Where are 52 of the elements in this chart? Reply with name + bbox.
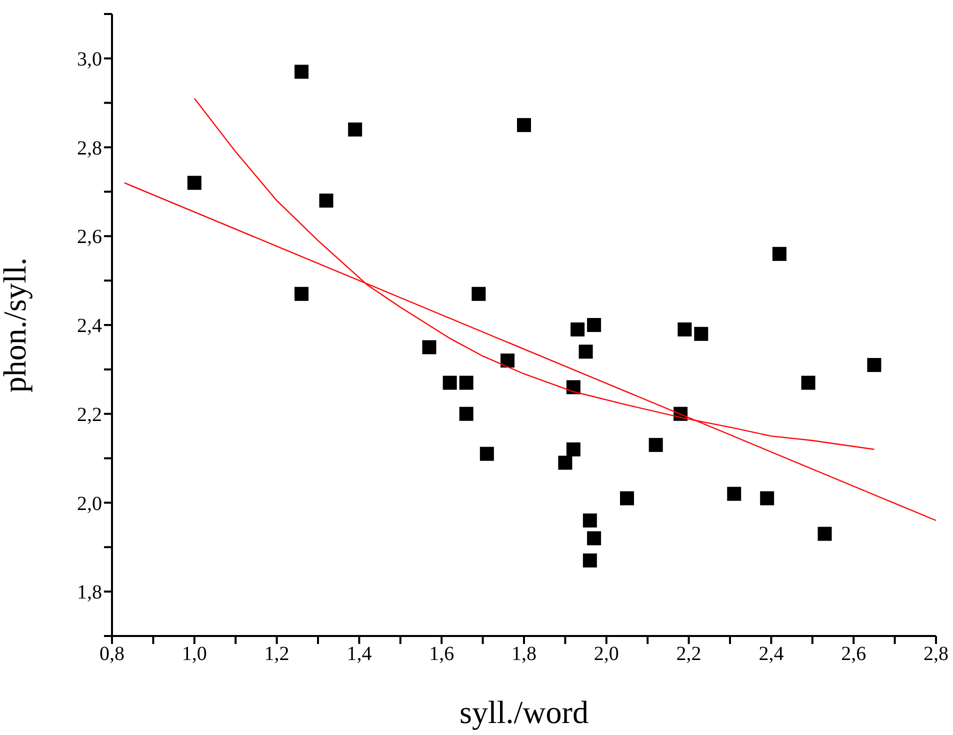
y-tick-label: 2,4 [77,315,102,338]
point [694,326,708,341]
y-tick-label: 2,0 [77,492,102,515]
point [566,442,580,456]
point [294,286,309,301]
point [582,553,597,568]
point [472,286,486,301]
y-tick-label: 2,2 [77,404,102,426]
point [727,486,742,501]
point [480,446,494,461]
point [500,354,515,368]
x-tick-label: 2,4 [758,643,784,666]
point [648,438,663,452]
x-tick-label: 0,8 [100,643,124,666]
y-tick-label: 2,6 [77,226,102,248]
point [566,380,580,394]
x-tick-label: 1,8 [512,643,536,666]
x-tick-label: 2,8 [924,643,948,666]
point [348,122,362,137]
point [187,176,202,190]
point [319,194,334,208]
point [620,491,634,506]
y-tick-label: 2,8 [77,137,102,160]
x-tick-label: 1,2 [264,643,290,666]
point [442,376,457,390]
point [578,344,593,359]
y-tick-label: 1,8 [77,582,102,604]
point [678,322,692,336]
point [294,64,309,79]
point [867,358,882,372]
point [570,322,585,336]
point [558,456,572,470]
point [801,376,816,390]
point [459,406,474,421]
point [517,118,531,132]
x-axis-title: syll./word [460,694,588,730]
point [582,513,597,528]
point [772,246,786,261]
x-tick-label: 1,6 [429,643,454,666]
point [760,491,774,506]
x-tick-label: 2,6 [841,643,866,666]
x-tick-label: 1,0 [182,643,207,666]
x-tick-label: 2,2 [676,643,702,666]
x-tick-label: 1,4 [346,643,372,666]
x-tick-label: 2,0 [594,643,619,666]
y-axis-title: phon./syll. [0,257,32,393]
point [587,318,602,332]
point [459,376,474,390]
point [422,340,436,354]
point [587,531,602,546]
point [818,526,832,541]
y-tick-label: 3,0 [77,48,102,71]
